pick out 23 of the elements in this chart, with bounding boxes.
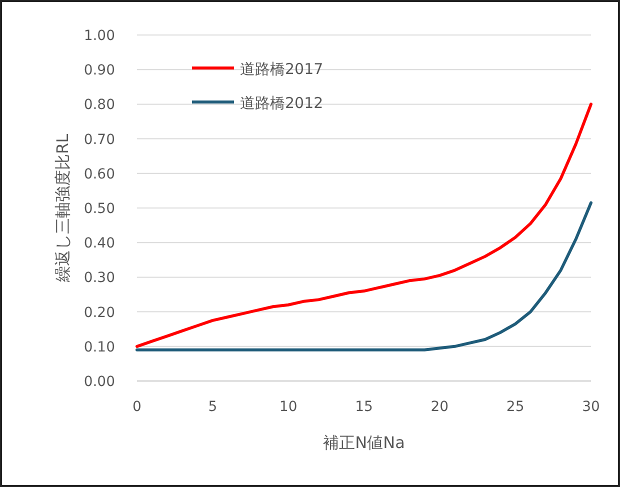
x-axis-title: 補正N値Na — [323, 433, 405, 452]
x-tick-label: 0 — [132, 399, 142, 415]
x-tick-label: 5 — [208, 399, 218, 415]
y-tick-label: 0.50 — [84, 201, 115, 217]
y-tick-label: 0.70 — [84, 132, 115, 148]
y-tick-label: 0.20 — [84, 304, 115, 321]
y-tick-label: 0.10 — [84, 339, 115, 356]
y-tick-label: 0.90 — [84, 62, 115, 79]
x-tick-label: 30 — [582, 399, 600, 415]
legend-label: 道路橋2017 — [240, 60, 324, 78]
y-tick-label: 0.60 — [84, 166, 115, 182]
y-axis-title: 繰返し三軸強度比RL — [53, 134, 72, 284]
line-series — [136, 201, 592, 352]
y-tick-label: 0.00 — [84, 374, 115, 390]
x-tick-label: 10 — [279, 399, 298, 415]
x-tick-label: 20 — [430, 399, 449, 415]
y-tick-label: 0.40 — [84, 236, 115, 252]
y-tick-label: 1.00 — [84, 28, 115, 44]
x-tick-label: 25 — [506, 399, 524, 415]
x-tick-label: 15 — [355, 399, 373, 415]
y-tick-label: 0.30 — [84, 270, 115, 286]
y-tick-label: 0.80 — [84, 97, 115, 114]
legend-label: 道路橋2012 — [240, 94, 324, 112]
